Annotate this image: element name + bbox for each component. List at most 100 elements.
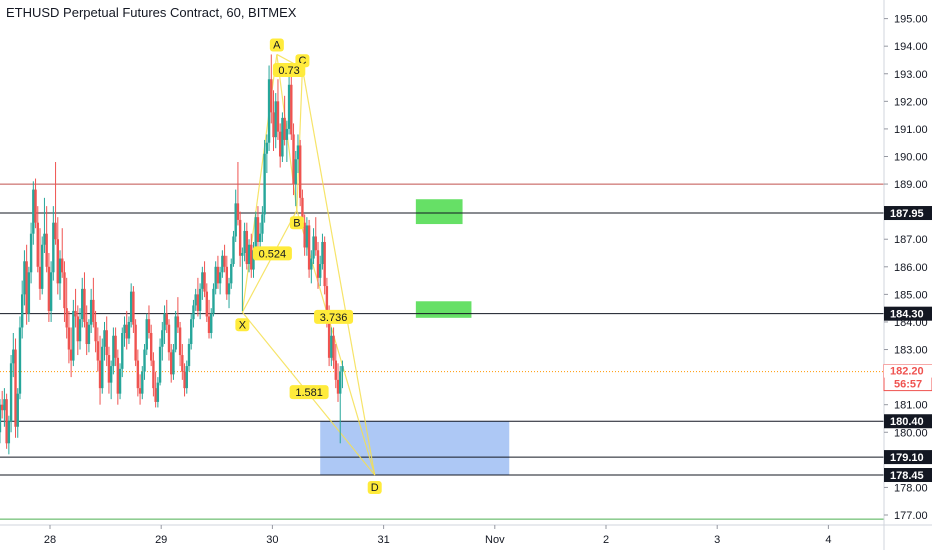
candle-body[interactable] [129,291,133,322]
candle-body[interactable] [9,363,13,422]
candle-body[interactable] [330,335,333,358]
candle-body[interactable] [327,316,331,358]
candle-body[interactable] [256,217,260,242]
candle-body[interactable] [136,360,140,389]
candle-body[interactable] [7,421,11,444]
candle-body[interactable] [103,330,106,347]
candle-body[interactable] [152,360,155,389]
candle-body[interactable] [241,253,244,256]
candle-body[interactable] [238,219,242,256]
candle-body[interactable] [172,349,175,375]
candle-body[interactable] [181,355,184,372]
candle-body[interactable] [210,313,213,333]
candle-body[interactable] [319,264,322,278]
candle-body[interactable] [261,214,264,234]
candle-body[interactable] [301,197,304,223]
candle-body[interactable] [254,217,257,251]
candle-body[interactable] [161,330,164,347]
candle-body[interactable] [67,327,71,350]
candle-body[interactable] [170,352,173,375]
candle-body[interactable] [205,291,208,317]
candle-body[interactable] [194,294,197,306]
target-zone-box[interactable] [415,301,472,318]
candle-body[interactable] [0,404,4,411]
candle-body[interactable] [290,84,293,135]
candle-body[interactable] [163,313,166,331]
candle-body[interactable] [316,250,320,278]
candle-body[interactable] [212,288,215,314]
candle-body[interactable] [32,189,35,234]
candle-body[interactable] [132,291,135,325]
candle-body[interactable] [274,101,277,138]
candle-body[interactable] [234,203,237,237]
candle-body[interactable] [116,357,120,394]
candle-body[interactable] [87,324,91,345]
candle-body[interactable] [183,371,186,389]
candle-body[interactable] [299,145,302,198]
candle-body[interactable] [198,288,202,311]
candle-body[interactable] [174,316,177,350]
candle-body[interactable] [34,189,37,223]
candle-body[interactable] [332,335,335,361]
candle-body[interactable] [247,244,251,265]
candle-body[interactable] [325,286,329,317]
candle-body[interactable] [121,332,124,369]
candle-body[interactable] [341,366,344,372]
candle-body[interactable] [303,222,306,248]
candle-body[interactable] [101,346,104,389]
candle-body[interactable] [252,250,255,270]
candle-body[interactable] [216,266,220,284]
candle-body[interactable] [243,230,246,254]
candle-body[interactable] [149,332,153,361]
candle-body[interactable] [203,272,206,292]
candle-body[interactable] [83,288,86,322]
candle-body[interactable] [125,324,128,339]
candle-body[interactable] [98,360,102,389]
candle-body[interactable] [285,128,289,140]
target-zone-box[interactable] [415,199,463,225]
candle-body[interactable] [63,272,66,309]
candle-body[interactable] [178,327,182,356]
candle-body[interactable] [307,225,311,270]
candle-body[interactable] [230,264,233,284]
candle-body[interactable] [94,321,97,342]
candle-body[interactable] [218,272,222,284]
candle-body[interactable] [310,258,313,270]
candle-body[interactable] [292,134,295,185]
candle-body[interactable] [36,222,39,267]
candle-body[interactable] [232,236,235,265]
candle-body[interactable] [21,294,24,328]
candle-body[interactable] [294,159,297,185]
candle-body[interactable] [85,321,88,345]
candle-body[interactable] [56,239,59,284]
candle-body[interactable] [134,324,137,361]
candle-body[interactable] [287,84,291,129]
candle-body[interactable] [54,222,57,240]
candle-body[interactable] [141,371,144,394]
candle-body[interactable] [207,316,211,333]
candle-body[interactable] [69,349,73,361]
candle-body[interactable] [314,236,317,251]
candle-body[interactable] [192,305,195,320]
candle-body[interactable] [167,324,171,353]
candle-body[interactable] [296,145,300,160]
candle-body[interactable] [114,335,117,358]
candle-body[interactable] [223,255,226,267]
candle-body[interactable] [154,388,157,402]
candle-body[interactable] [321,241,324,265]
candle-body[interactable] [14,349,17,427]
candle-body[interactable] [272,112,275,138]
candle-body[interactable] [221,255,224,273]
candle-body[interactable] [89,299,93,325]
candle-body[interactable] [270,79,273,113]
candle-body[interactable] [339,371,342,394]
candle-body[interactable] [156,382,160,402]
candle-body[interactable] [250,244,253,270]
candle-body[interactable] [58,258,62,284]
candle-body[interactable] [96,341,100,361]
candle-body[interactable] [143,349,146,372]
candle-body[interactable] [78,319,82,342]
candle-body[interactable] [145,319,148,350]
candle-body[interactable] [52,222,55,273]
